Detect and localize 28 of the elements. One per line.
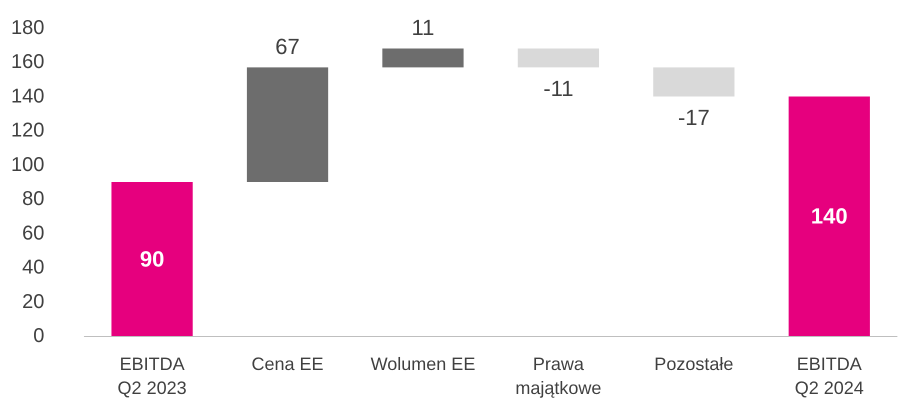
data-label: 11 [412, 15, 434, 40]
bar [111, 182, 193, 336]
data-label: 90 [140, 246, 164, 272]
y-tick-label: 60 [22, 222, 44, 244]
y-tick-label: 180 [10, 17, 44, 39]
x-tick-label: Pozostałe [654, 354, 734, 374]
data-label: -11 [543, 76, 574, 101]
x-tick-label: Cena EE [252, 354, 324, 374]
bar [653, 67, 734, 96]
y-tick-label: 0 [33, 325, 44, 347]
y-tick-label: 100 [10, 154, 44, 176]
data-label: -17 [678, 104, 710, 130]
y-tick-label: 80 [22, 188, 44, 210]
y-tick-label: 140 [10, 85, 44, 108]
bar [788, 96, 870, 336]
y-tick-label: 160 [10, 51, 44, 74]
x-tick-label: EBITDA Q2 2023 [118, 354, 187, 398]
y-tick-label: 120 [10, 120, 44, 142]
x-tick-label: Prawa majątkowe [515, 354, 602, 398]
bar [382, 48, 464, 68]
x-tick-label: EBITDA Q2 2024 [794, 354, 864, 398]
x-tick-label: Wolumen EE [370, 354, 476, 374]
data-label: 140 [810, 204, 848, 229]
y-tick-label: 20 [22, 290, 44, 313]
bar [246, 67, 328, 182]
y-tick-label: 40 [22, 256, 44, 279]
bar [518, 48, 600, 68]
data-label: 67 [275, 34, 300, 59]
